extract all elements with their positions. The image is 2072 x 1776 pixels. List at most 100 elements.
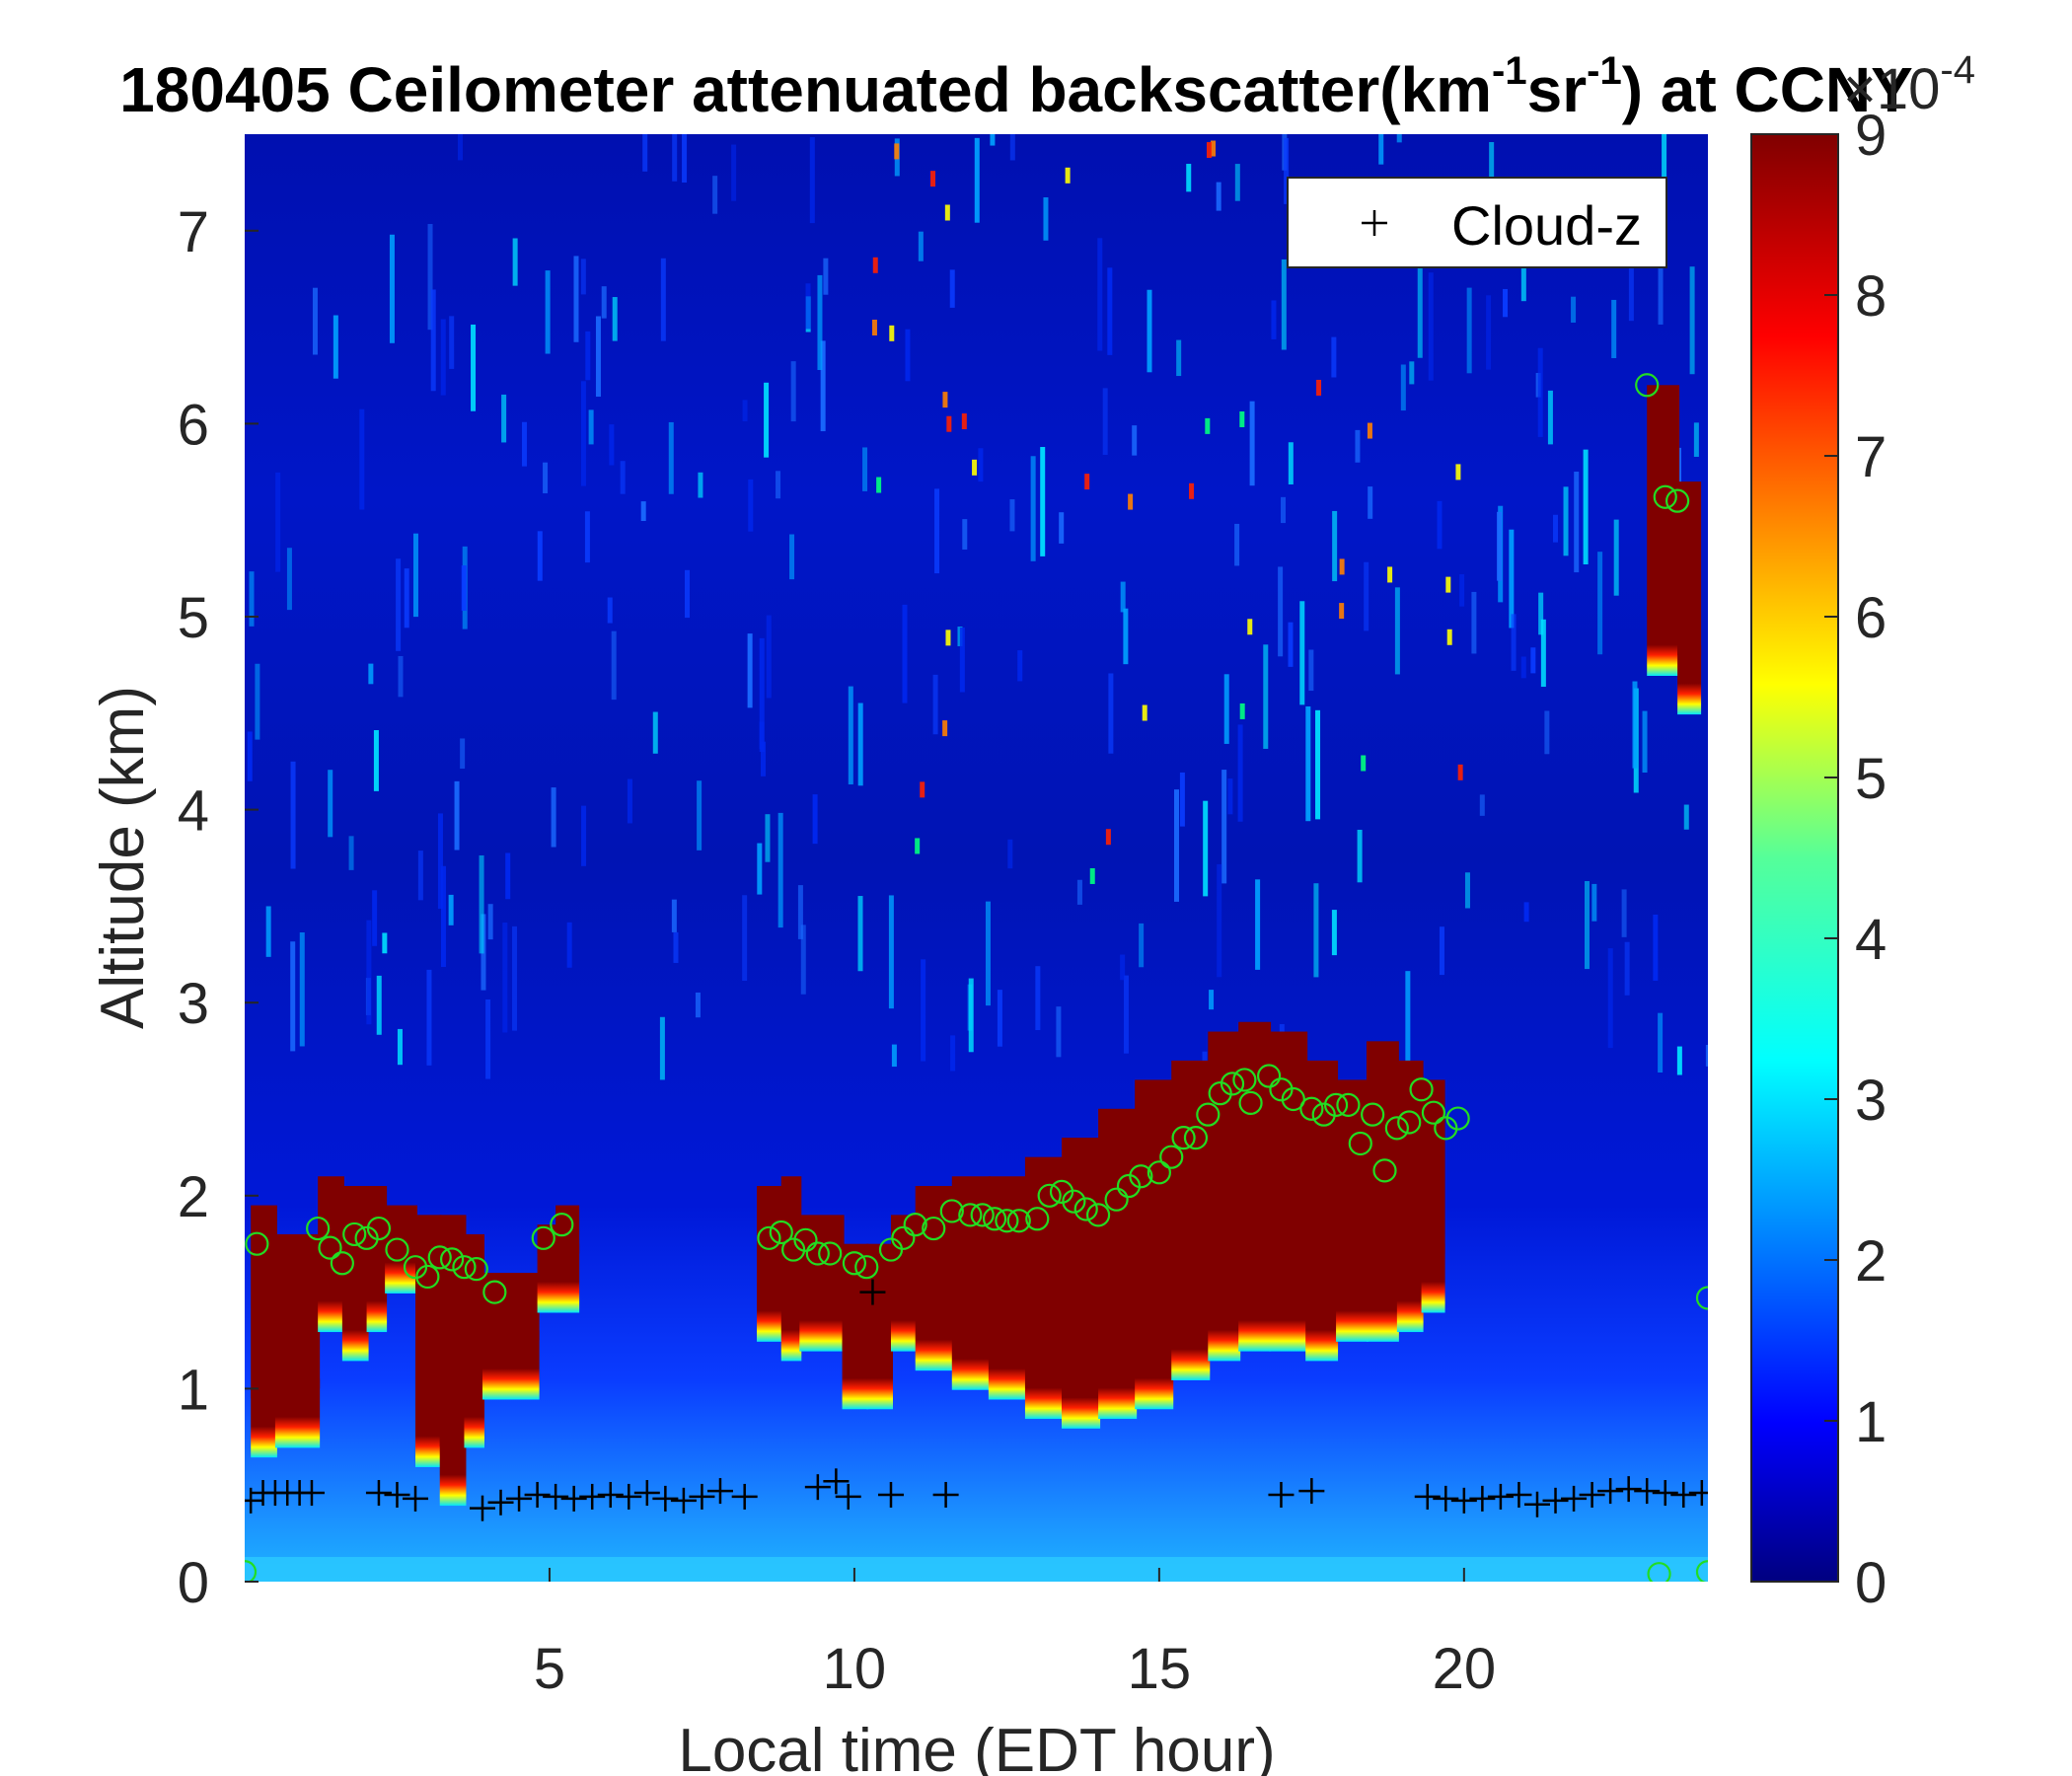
- texture-streak: [697, 780, 703, 851]
- texture-streak: [1211, 140, 1217, 157]
- texture-streak: [765, 814, 771, 862]
- texture-streak: [978, 448, 984, 482]
- texture-streak: [1405, 971, 1411, 1066]
- texture-streak: [862, 447, 868, 491]
- texture-streak: [1263, 644, 1269, 749]
- texture-streak: [949, 269, 955, 308]
- texture-streak: [1035, 966, 1041, 1031]
- texture-streak: [1239, 410, 1245, 427]
- cloud-column-edge: [439, 1437, 467, 1507]
- texture-streak: [1497, 511, 1503, 581]
- y-tick-label: 0: [178, 1551, 209, 1615]
- circle-marker: [439, 1247, 465, 1272]
- cloud-z-marker: [823, 1468, 850, 1495]
- texture-streak: [1455, 464, 1461, 481]
- texture-streak: [312, 287, 318, 355]
- cloud-z-marker: [731, 1483, 758, 1510]
- texture-streak: [1509, 529, 1515, 629]
- texture-streak: [930, 171, 936, 187]
- circle-marker: [995, 1209, 1019, 1233]
- texture-streak: [789, 534, 795, 580]
- cloud-column: [1062, 1138, 1101, 1369]
- texture-streak: [1281, 496, 1287, 524]
- cloud-column-edge: [1336, 1272, 1369, 1342]
- texture-streak: [1364, 561, 1369, 631]
- circle-marker: [1238, 1090, 1263, 1116]
- texture-streak: [1417, 261, 1423, 358]
- texture-streak: [997, 990, 1002, 1047]
- texture-streak: [487, 904, 493, 940]
- texture-streak: [573, 256, 579, 342]
- y-tick-label: 3: [178, 972, 209, 1036]
- texture-streak: [894, 143, 900, 160]
- texture-streak: [1446, 629, 1452, 645]
- cloud-z-marker: [706, 1478, 733, 1505]
- texture-streak: [1308, 649, 1314, 692]
- texture-streak: [348, 836, 354, 870]
- texture-streak: [1439, 926, 1444, 976]
- cloud-column: [1366, 1041, 1399, 1283]
- texture-streak: [1284, 137, 1290, 204]
- circle-marker: [1062, 1189, 1086, 1214]
- texture-streak: [731, 144, 737, 201]
- texture-streak: [1642, 710, 1648, 774]
- circle-marker: [1159, 1145, 1184, 1169]
- texture-streak: [1658, 1012, 1664, 1073]
- title-middle: sr: [1527, 54, 1588, 125]
- texture-streak: [1040, 447, 1046, 556]
- circle-markers: [245, 373, 1708, 1582]
- texture-streak: [805, 283, 811, 330]
- texture-streak: [889, 325, 895, 341]
- texture-streak: [1662, 134, 1667, 204]
- circle-marker: [958, 1203, 983, 1227]
- texture-streak: [412, 533, 418, 618]
- cloud-z-marker: [932, 1481, 959, 1508]
- texture-streak: [682, 134, 688, 184]
- cloud-column: [1421, 1079, 1445, 1254]
- texture-streak: [426, 969, 432, 1066]
- texture-streak: [372, 890, 378, 946]
- texture-streak: [1189, 482, 1195, 499]
- texture-streak: [627, 778, 632, 824]
- texture-streak: [942, 392, 948, 408]
- circle-marker: [1695, 1560, 1708, 1582]
- cloud-column-edge: [415, 1397, 442, 1467]
- cloud-column: [251, 1205, 277, 1399]
- cloud-column-edge: [1135, 1340, 1174, 1410]
- texture-streak: [764, 382, 770, 458]
- texture-streak: [642, 134, 648, 172]
- texture-streak: [471, 324, 477, 411]
- cloud-z-marker: [835, 1483, 861, 1510]
- cloud-column-edge: [757, 1272, 783, 1342]
- texture-streak: [1281, 259, 1287, 350]
- cloud-column: [464, 1233, 484, 1389]
- texture-streak: [328, 770, 333, 838]
- cloud-z-marker: [1414, 1483, 1441, 1510]
- texture-streak: [1239, 703, 1245, 719]
- texture-streak: [1179, 772, 1185, 827]
- texture-streak: [1009, 499, 1015, 532]
- texture-streak: [871, 320, 877, 336]
- cloud-z-marker: [1670, 1481, 1697, 1508]
- circle-marker: [1384, 1116, 1409, 1141]
- texture-streak: [551, 787, 556, 848]
- texture-streak: [1621, 889, 1627, 937]
- texture-streak: [247, 731, 253, 781]
- texture-streak: [760, 741, 766, 777]
- circle-marker: [1116, 1173, 1142, 1199]
- texture-streak: [742, 400, 748, 422]
- texture-streak: [1332, 510, 1338, 582]
- circle-marker: [970, 1203, 995, 1227]
- circle-marker: [1421, 1100, 1446, 1125]
- circle-marker: [1653, 484, 1677, 509]
- circle-marker: [982, 1207, 1007, 1231]
- colorbar-tick-label: 5: [1855, 747, 1887, 811]
- circle-marker: [781, 1237, 806, 1262]
- texture-streak: [1428, 272, 1434, 381]
- texture-streak: [961, 413, 967, 430]
- cloud-z-marker: [487, 1489, 514, 1516]
- texture-streak: [1120, 954, 1126, 981]
- cloud-z-marker: [1579, 1481, 1605, 1508]
- cloud-column-edge: [537, 1243, 558, 1313]
- cloud-z-marker: [1506, 1481, 1532, 1508]
